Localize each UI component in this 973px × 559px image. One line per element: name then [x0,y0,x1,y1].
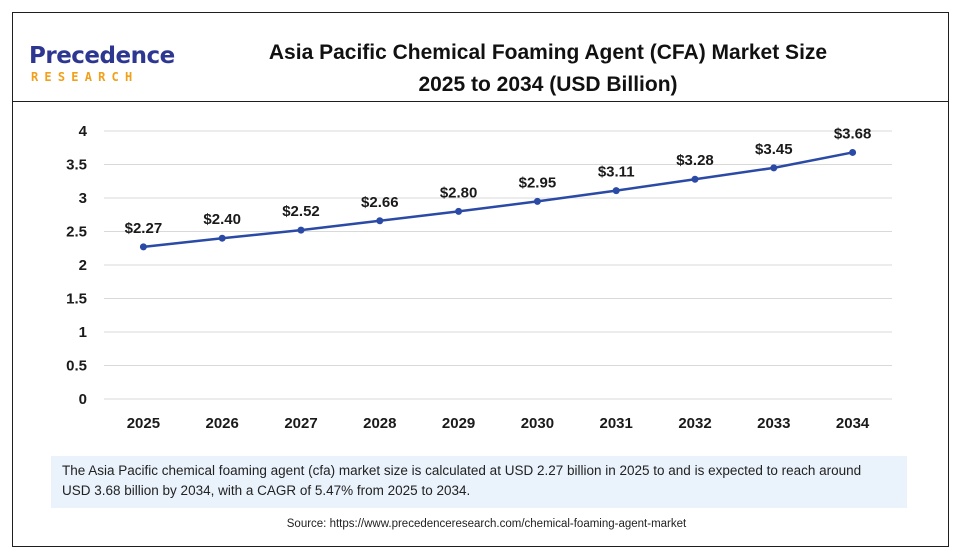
header: Precedence RESEARCH Asia Pacific Chemica… [13,13,948,102]
data-point [770,164,778,172]
data-point [297,226,305,234]
brand-logo: Precedence RESEARCH [29,43,189,84]
x-tick-label: 2031 [600,415,633,432]
x-tick-label: 2027 [284,415,317,432]
x-tick-label: 2026 [206,415,239,432]
data-point [533,197,541,205]
x-tick-label: 2025 [127,415,160,432]
data-label: $2.95 [519,174,557,191]
y-tick-label: 1 [79,324,87,341]
y-tick-label: 0 [79,391,87,408]
y-tick-label: 4 [79,123,88,140]
data-label: $2.27 [125,220,163,237]
data-point [612,187,620,195]
data-label: $2.40 [203,211,241,228]
data-label: $2.52 [282,203,320,220]
x-tick-label: 2030 [521,415,554,432]
x-tick-label: 2032 [678,415,711,432]
logo-initial: P [29,43,46,69]
logo-wordmark: Precedence [29,43,175,69]
data-point [139,243,147,251]
x-tick-label: 2029 [442,415,475,432]
logo-rest: recedence [45,43,175,69]
series-line [143,151,853,249]
y-tick-label: 2 [79,257,87,274]
data-point [691,175,699,183]
y-tick-label: 3 [79,190,87,207]
logo-subtitle: RESEARCH [31,70,139,84]
x-tick-label: 2028 [363,415,396,432]
title-line-1: Asia Pacific Chemical Foaming Agent (CFA… [268,41,828,64]
data-point [376,217,384,225]
data-point [218,234,226,242]
data-label: $3.28 [676,152,714,169]
data-point [455,207,463,215]
y-tick-label: 0.5 [66,358,87,375]
x-tick-label: 2033 [757,415,790,432]
title-line-2: 2025 to 2034 (USD Billion) [418,73,678,96]
y-tick-label: 1.5 [66,291,87,308]
x-tick-label: 2034 [836,415,870,432]
data-label: $3.11 [598,164,635,181]
data-point [849,148,857,156]
summary-text: The Asia Pacific chemical foaming agent … [62,463,862,498]
data-label: $3.68 [834,125,872,142]
data-label: $2.80 [440,184,478,201]
chart-title: Asia Pacific Chemical Foaming Agent (CFA… [228,37,868,101]
y-tick-label: 2.5 [66,224,87,241]
data-label: $3.45 [755,141,793,158]
summary-note: The Asia Pacific chemical foaming agent … [51,456,907,508]
y-tick-label: 3.5 [66,157,87,174]
source-citation: Source: https://www.precedenceresearch.c… [286,518,687,530]
data-label: $2.66 [361,194,399,211]
